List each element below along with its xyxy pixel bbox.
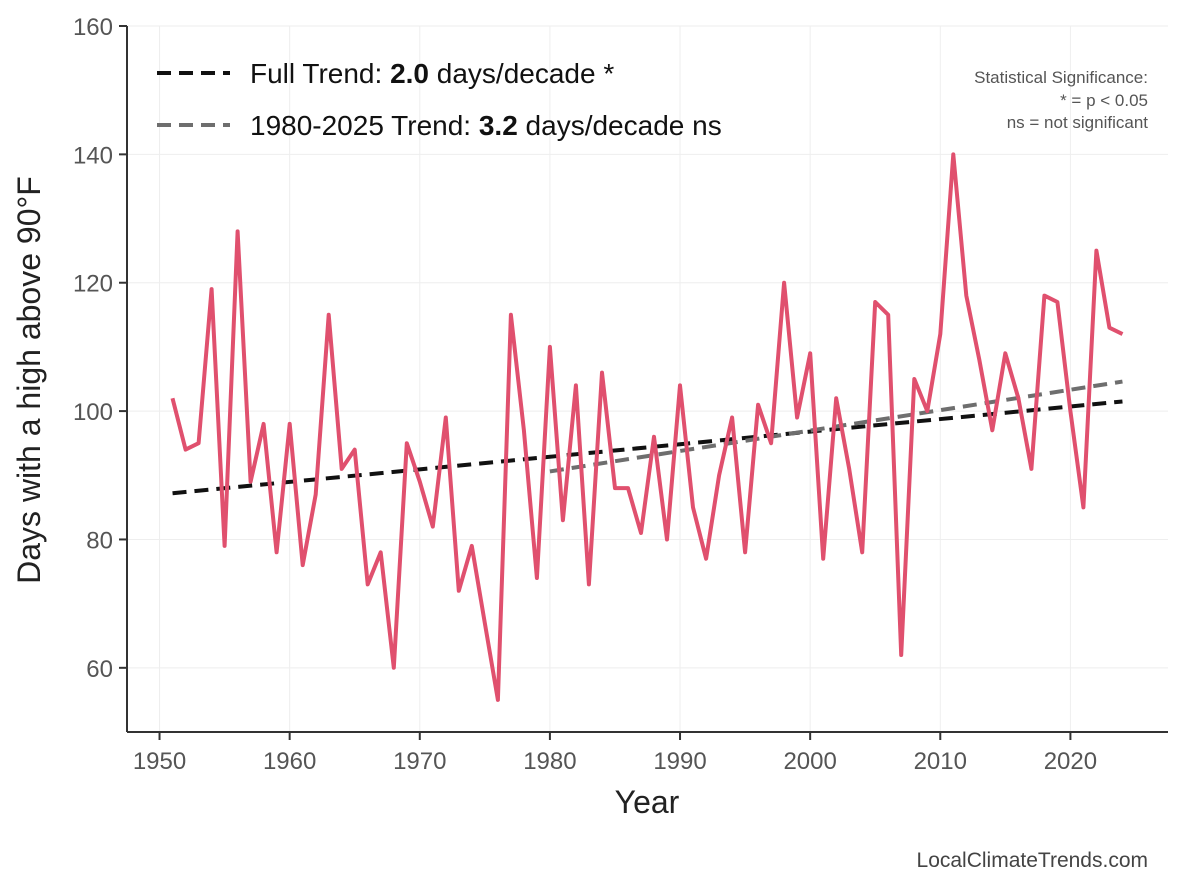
significance-title: Statistical Significance: (974, 68, 1148, 87)
significance-line-2: ns = not significant (1007, 113, 1149, 132)
y-axis-label: Days with a high above 90°F (11, 176, 47, 584)
legend-label-full-trend: Full Trend: 2.0 days/decade * (250, 58, 614, 89)
x-tick-label: 2020 (1044, 748, 1097, 775)
x-tick-label: 1990 (653, 748, 706, 775)
legend-label-1980-trend: 1980-2025 Trend: 3.2 days/decade ns (250, 110, 722, 141)
legend: Full Trend: 2.0 days/decade * 1980-2025 … (157, 58, 722, 141)
x-tick-label: 1970 (393, 748, 446, 775)
ticks: 1950 1960 1970 1980 1990 2000 2010 2020 60 80 100 1… (73, 14, 1097, 775)
x-tick-label: 1980 (523, 748, 576, 775)
y-tick-label: 160 (73, 14, 113, 41)
x-tick-label: 2000 (783, 748, 836, 775)
x-axis-label: Year (615, 784, 680, 820)
credit-text: LocalClimateTrends.com (917, 849, 1148, 872)
trend-lines (172, 379, 1123, 496)
y-tick-label: 120 (73, 271, 113, 298)
trend-line-full (172, 399, 1123, 496)
x-tick-label: 2010 (914, 748, 967, 775)
x-tick-label: 1950 (133, 748, 186, 775)
axes (126, 26, 1168, 733)
significance-note: Statistical Significance: * = p < 0.05 n… (974, 68, 1148, 132)
y-tick-label: 100 (73, 399, 113, 426)
trend-line-1980-2025 (549, 379, 1123, 474)
series-line (170, 152, 1124, 702)
x-tick-label: 1960 (263, 748, 316, 775)
y-tick-label: 140 (73, 142, 113, 169)
y-tick-label: 60 (86, 656, 113, 683)
y-tick-label: 80 (86, 527, 113, 554)
significance-line-1: * = p < 0.05 (1060, 91, 1148, 110)
